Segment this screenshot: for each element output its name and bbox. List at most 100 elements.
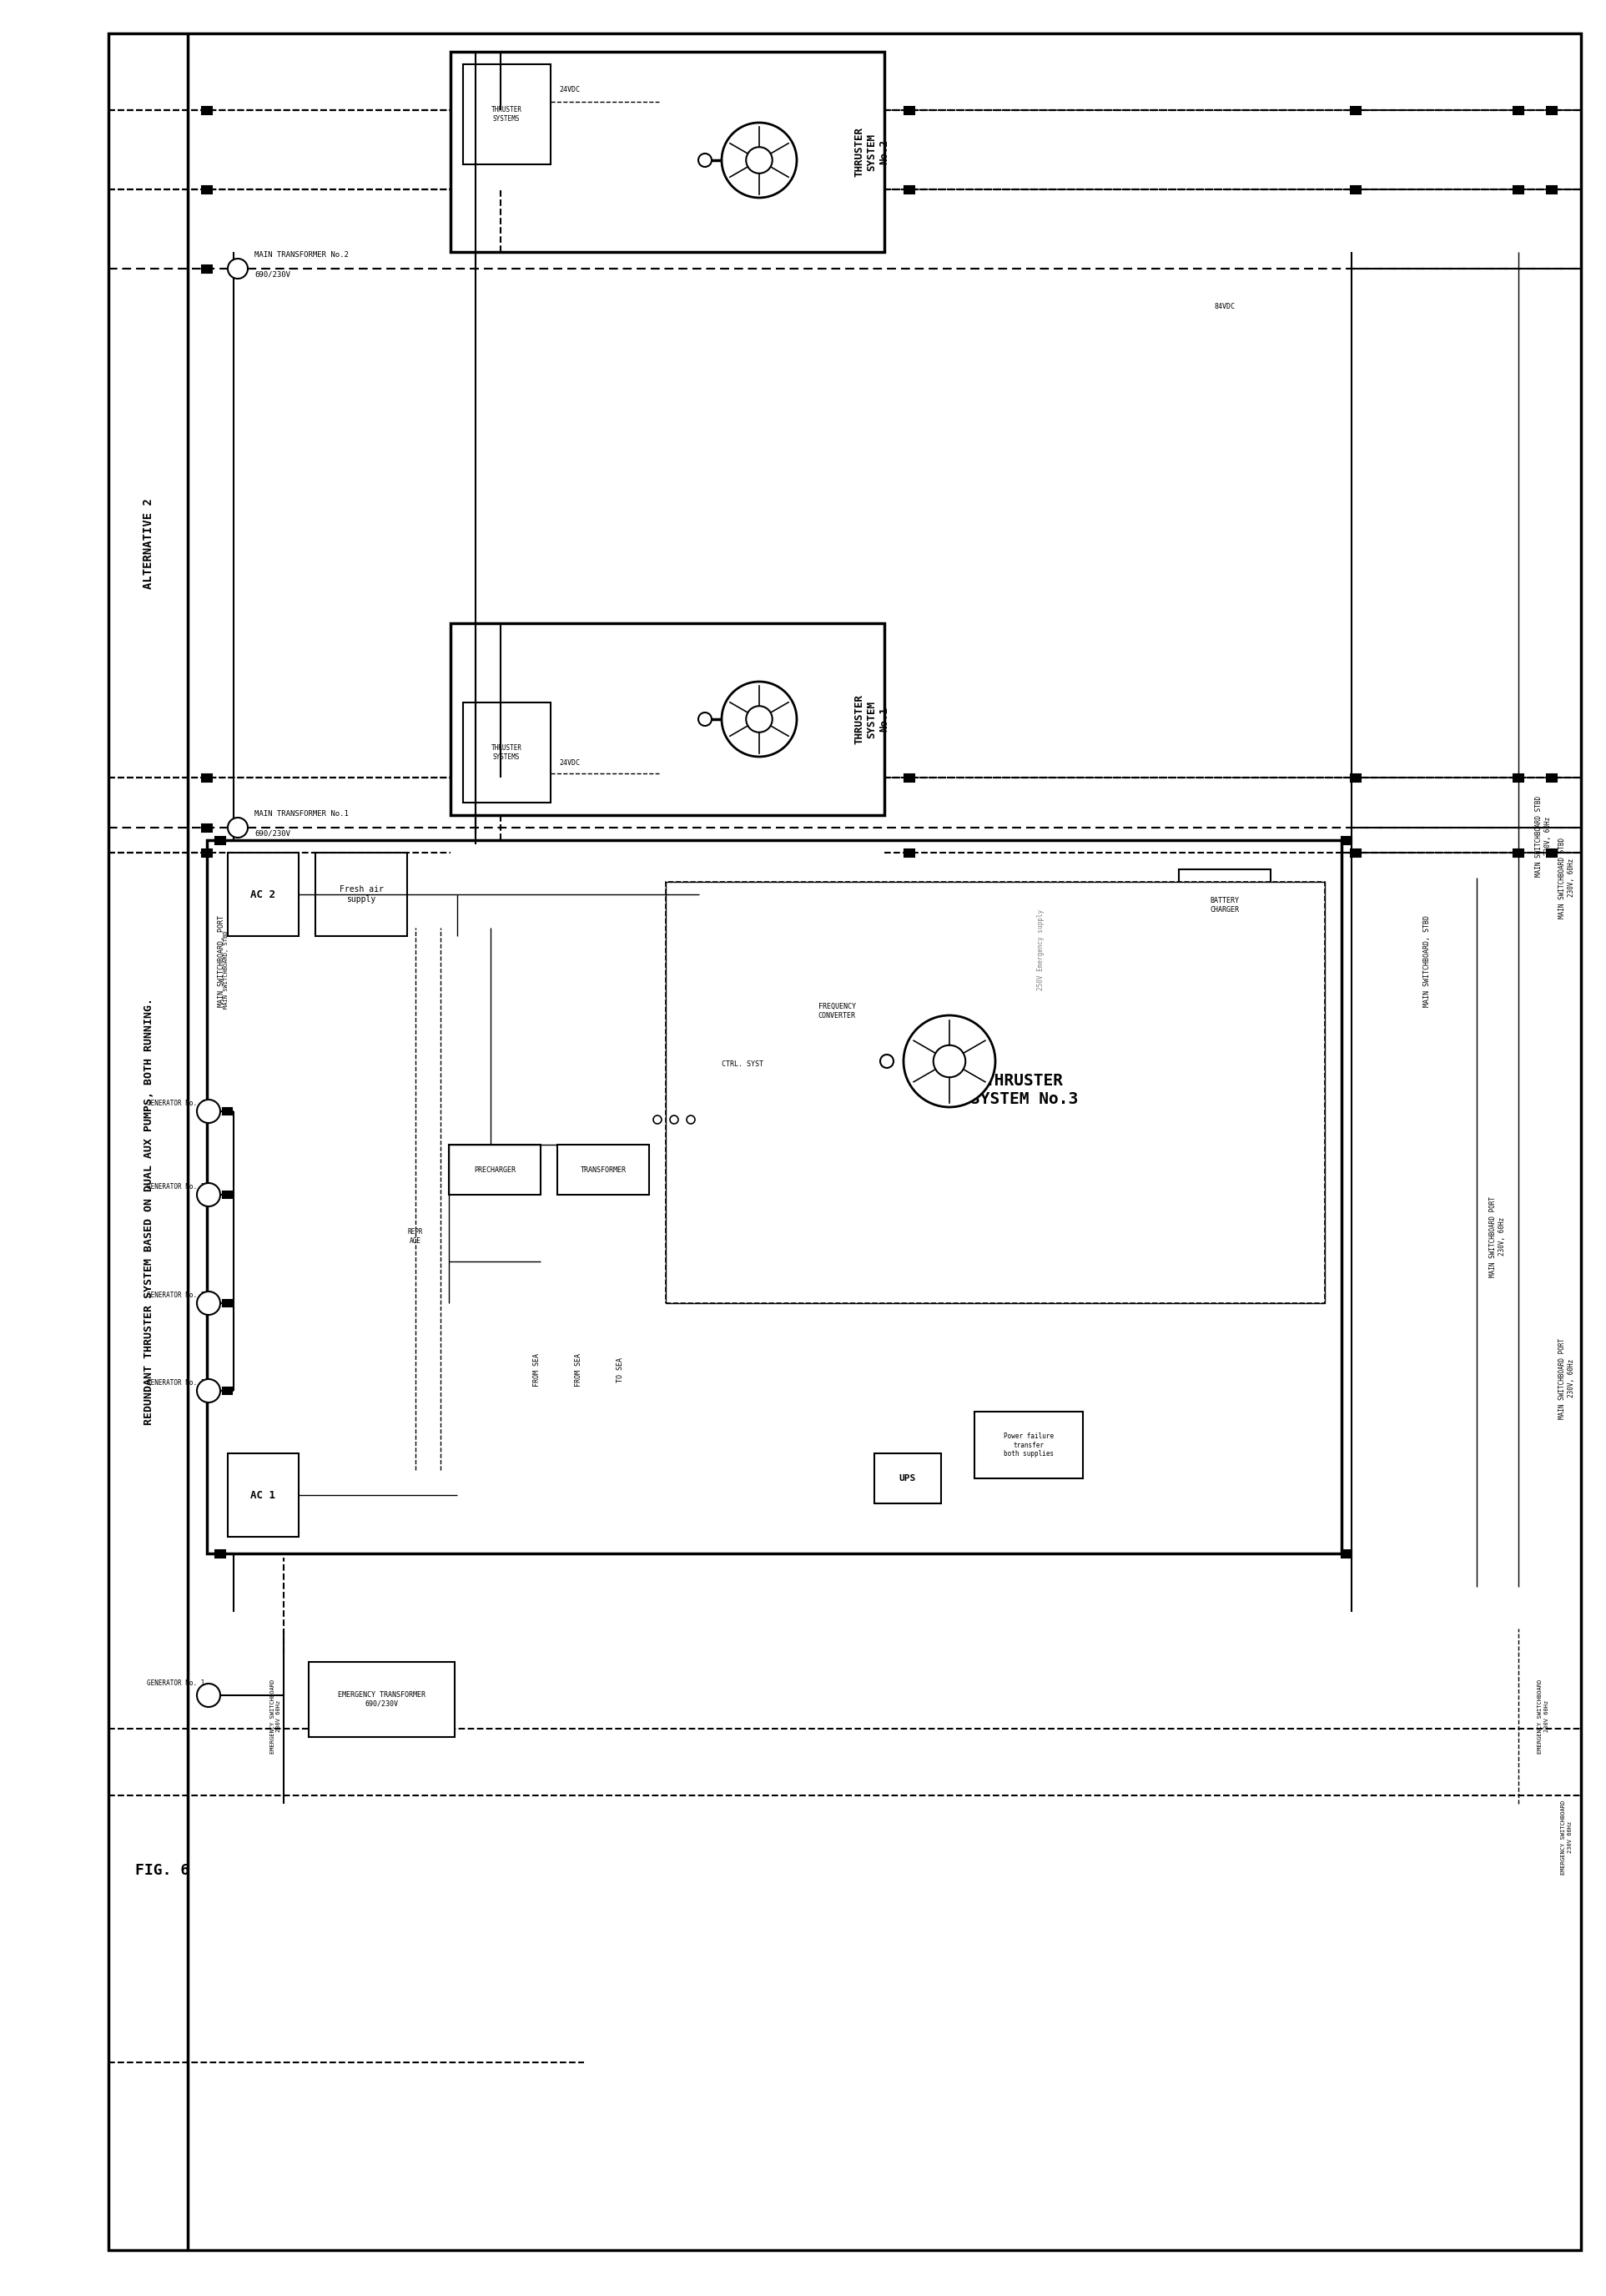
Text: 84VDC: 84VDC <box>1214 303 1235 310</box>
Text: 690/230V: 690/230V <box>254 271 291 278</box>
Circle shape <box>880 1054 893 1068</box>
Bar <box>308 1662 454 1738</box>
Text: REPR
ACE: REPR ACE <box>408 1228 424 1244</box>
Bar <box>222 1300 231 1306</box>
Text: 24VDC: 24VDC <box>559 760 580 767</box>
Text: G: G <box>207 1107 210 1116</box>
Bar <box>1547 774 1556 781</box>
Bar <box>1547 186 1556 193</box>
Text: G: G <box>207 1387 210 1394</box>
Text: THRUSTER
SYSTEMS: THRUSTER SYSTEMS <box>491 106 522 122</box>
Text: FROM SEA: FROM SEA <box>575 1352 581 1387</box>
Text: TO SEA: TO SEA <box>617 1357 623 1382</box>
Circle shape <box>747 707 772 732</box>
Text: MAIN SWITCHBOARD PORT
230V, 60Hz: MAIN SWITCHBOARD PORT 230V, 60Hz <box>1559 1339 1575 1419</box>
Circle shape <box>699 154 711 168</box>
Text: CTRL. SYST: CTRL. SYST <box>721 1061 763 1068</box>
Text: THRUSTER
SYSTEM
No.2: THRUSTER SYSTEM No.2 <box>854 126 890 177</box>
Bar <box>1351 106 1360 115</box>
Bar <box>202 850 212 856</box>
Bar <box>202 186 212 193</box>
Bar <box>1513 186 1524 193</box>
Circle shape <box>198 1683 220 1706</box>
Text: MAIN TRANSFORMER No.2: MAIN TRANSFORMER No.2 <box>254 250 349 259</box>
Text: 690/230V: 690/230V <box>254 829 291 836</box>
Text: GENERATOR No. 1: GENERATOR No. 1 <box>146 1380 204 1387</box>
Bar <box>448 1146 541 1194</box>
Bar <box>207 840 1341 1554</box>
Text: EMERGENCY TRANSFORMER
690/230V: EMERGENCY TRANSFORMER 690/230V <box>337 1692 426 1708</box>
Bar <box>1513 106 1524 115</box>
Bar <box>975 1412 1082 1479</box>
Bar <box>451 622 885 815</box>
Bar <box>202 774 212 781</box>
Circle shape <box>654 1116 662 1123</box>
Text: REDUNDANT THRUSTER SYSTEM BASED ON DUAL AUX PUMPS, BOTH RUNNING.: REDUNDANT THRUSTER SYSTEM BASED ON DUAL … <box>143 999 154 1426</box>
Bar <box>202 824 212 831</box>
Text: GENERATOR No. 1: GENERATOR No. 1 <box>146 1678 204 1688</box>
Text: G: G <box>207 1192 210 1199</box>
Text: MAIN SWITCHBOARD, STBD: MAIN SWITCHBOARD, STBD <box>1423 916 1431 1008</box>
Text: EMERGENCY SWITCHBOARD
230V 60Hz: EMERGENCY SWITCHBOARD 230V 60Hz <box>1561 1800 1572 1874</box>
Bar <box>228 852 299 937</box>
Bar <box>222 1192 231 1199</box>
Bar <box>666 882 1325 1304</box>
Bar <box>315 852 408 937</box>
Bar <box>790 969 883 1054</box>
Text: GENERATOR No. 2: GENERATOR No. 2 <box>146 1293 204 1300</box>
Bar <box>228 1453 299 1536</box>
Text: AC 1: AC 1 <box>251 1490 275 1502</box>
Circle shape <box>198 1182 220 1205</box>
Text: GENERATOR No. 4: GENERATOR No. 4 <box>146 1100 204 1107</box>
Bar <box>215 1550 225 1557</box>
Circle shape <box>687 1116 695 1123</box>
Bar <box>904 774 914 781</box>
Bar <box>904 186 914 193</box>
Bar <box>451 53 885 253</box>
Bar <box>904 106 914 115</box>
Bar <box>463 64 551 165</box>
Text: MAIN SWITCHBOARD, STBD: MAIN SWITCHBOARD, STBD <box>223 930 228 1008</box>
Circle shape <box>198 1100 220 1123</box>
Text: MAIN TRANSFORMER No.1: MAIN TRANSFORMER No.1 <box>254 810 349 817</box>
Text: G: G <box>207 1300 210 1306</box>
Bar <box>202 106 212 115</box>
Text: 24VDC: 24VDC <box>559 85 580 94</box>
Text: PRECHARGER: PRECHARGER <box>474 1166 516 1173</box>
Bar <box>708 1040 779 1086</box>
Text: AC 2: AC 2 <box>251 889 275 900</box>
Bar <box>1513 850 1524 856</box>
Text: MAIN SWITCHBOARD PORT
230V, 60Hz: MAIN SWITCHBOARD PORT 230V, 60Hz <box>1489 1196 1506 1277</box>
Text: Fresh air
supply: Fresh air supply <box>339 886 384 902</box>
Text: G: G <box>207 1692 210 1699</box>
Text: MAIN SWITCHBOARD STBD
230V, 60Hz: MAIN SWITCHBOARD STBD 230V, 60Hz <box>1559 838 1575 918</box>
Bar <box>222 1387 231 1394</box>
Bar <box>1547 850 1556 856</box>
Text: THRUSTER
SYSTEM
No.1: THRUSTER SYSTEM No.1 <box>854 693 890 744</box>
Text: FROM SEA: FROM SEA <box>533 1352 540 1387</box>
Text: ALTERNATIVE 2: ALTERNATIVE 2 <box>143 498 154 590</box>
Circle shape <box>228 259 247 278</box>
Bar <box>215 836 225 845</box>
Circle shape <box>228 817 247 838</box>
Bar <box>1513 774 1524 781</box>
Circle shape <box>933 1045 965 1077</box>
Text: 250V Emergency supply: 250V Emergency supply <box>1037 909 1046 990</box>
Text: BATTERY
CHARGER: BATTERY CHARGER <box>1211 898 1240 914</box>
Bar <box>666 882 1325 1304</box>
Bar <box>202 264 212 273</box>
Bar <box>904 850 914 856</box>
Text: THRUSTER
SYSTEM No.3: THRUSTER SYSTEM No.3 <box>970 1072 1078 1107</box>
Circle shape <box>904 1015 996 1107</box>
Circle shape <box>699 712 711 726</box>
Bar <box>463 703 551 804</box>
Text: EMERGENCY SWITCHBOARD
230V 60Hz: EMERGENCY SWITCHBOARD 230V 60Hz <box>1539 1678 1548 1754</box>
Bar <box>1341 836 1352 845</box>
Text: Power failure
transfer
both supplies: Power failure transfer both supplies <box>1004 1433 1054 1458</box>
Text: UPS: UPS <box>899 1474 915 1483</box>
Text: THRUSTER
SYSTEMS: THRUSTER SYSTEMS <box>491 744 522 760</box>
Bar <box>557 1146 649 1194</box>
Text: FIG. 6: FIG. 6 <box>135 1862 190 1878</box>
Bar <box>1179 870 1270 941</box>
Bar <box>222 1109 231 1114</box>
